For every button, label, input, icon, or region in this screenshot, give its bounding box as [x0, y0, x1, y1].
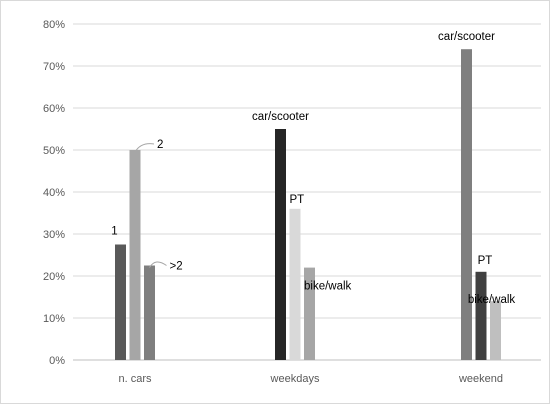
- x-tick-label: n. cars: [118, 373, 152, 385]
- label-leader-line: [149, 261, 167, 268]
- x-tick-label: weekdays: [270, 373, 320, 385]
- y-tick-label: 70%: [43, 61, 65, 73]
- bar: [461, 49, 472, 360]
- data-label: PT: [290, 194, 305, 206]
- bar: [289, 208, 301, 360]
- data-label: >2: [170, 261, 183, 273]
- bar: [144, 265, 155, 360]
- y-tick-label: 40%: [43, 187, 65, 199]
- data-label: bike/walk: [304, 281, 352, 293]
- y-tick-label: 60%: [43, 103, 65, 115]
- bar: [475, 271, 487, 360]
- y-tick-label: 10%: [43, 313, 65, 325]
- y-tick-label: 0%: [49, 355, 65, 367]
- data-label: car/scooter: [252, 111, 309, 123]
- bar: [115, 244, 126, 360]
- bar: [490, 301, 501, 360]
- data-label: 1: [111, 226, 117, 238]
- x-tick-label: weekend: [458, 373, 503, 385]
- y-tick-label: 50%: [43, 145, 65, 157]
- data-label: car/scooter: [438, 31, 495, 43]
- y-tick-label: 20%: [43, 271, 65, 283]
- label-leader-line: [134, 143, 155, 153]
- bar: [304, 267, 315, 360]
- y-tick-label: 80%: [43, 19, 65, 31]
- y-tick-label: 30%: [43, 229, 65, 241]
- bar: [275, 129, 286, 360]
- bar: [129, 150, 141, 360]
- data-label: bike/walk: [468, 294, 516, 306]
- data-label: PT: [478, 255, 493, 267]
- data-label: 2: [157, 139, 163, 151]
